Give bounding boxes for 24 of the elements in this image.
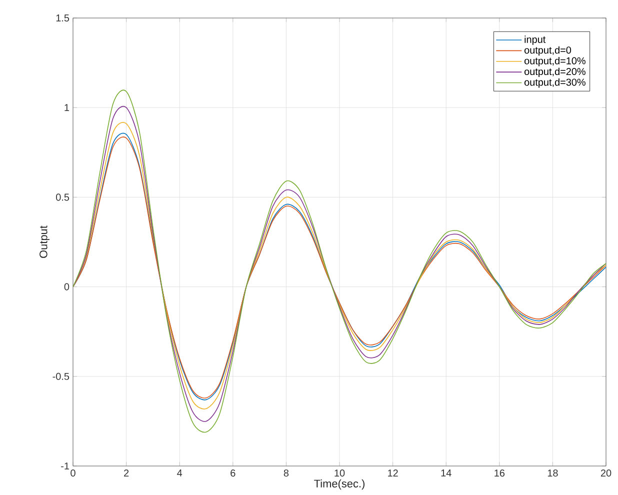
x-tick-label: 16 (494, 470, 505, 477)
y-axis-title: Output (40, 226, 50, 258)
x-tick-label: 12 (388, 470, 398, 476)
legend-label: output,d=20% (524, 68, 586, 78)
x-tick-label: 8 (284, 470, 289, 477)
legend-label: output,d=30% (524, 78, 586, 88)
legend-label: input (524, 36, 546, 45)
x-tick-label: 10 (334, 470, 345, 477)
y-tick-label: 1.5 (56, 14, 70, 22)
y-tick-label: 1 (64, 104, 70, 112)
y-tick-label: -0.5 (52, 372, 70, 380)
x-tick-label: 20 (600, 470, 612, 477)
y-tick-label: 0.5 (56, 194, 70, 201)
x-axis-title: Time(sec.) (314, 479, 364, 490)
legend-label: output,d=0 (524, 46, 572, 56)
x-tick-label: 0 (70, 470, 76, 477)
legend-label: output,d=10% (524, 57, 586, 66)
x-tick-label: 4 (177, 470, 182, 476)
x-tick-label: 14 (441, 470, 452, 476)
y-tick-label: -1 (61, 462, 70, 470)
x-tick-label: 6 (230, 470, 236, 477)
y-tick-label: 0 (64, 283, 70, 290)
x-tick-label: 18 (548, 470, 558, 477)
x-tick-label: 2 (124, 470, 129, 476)
